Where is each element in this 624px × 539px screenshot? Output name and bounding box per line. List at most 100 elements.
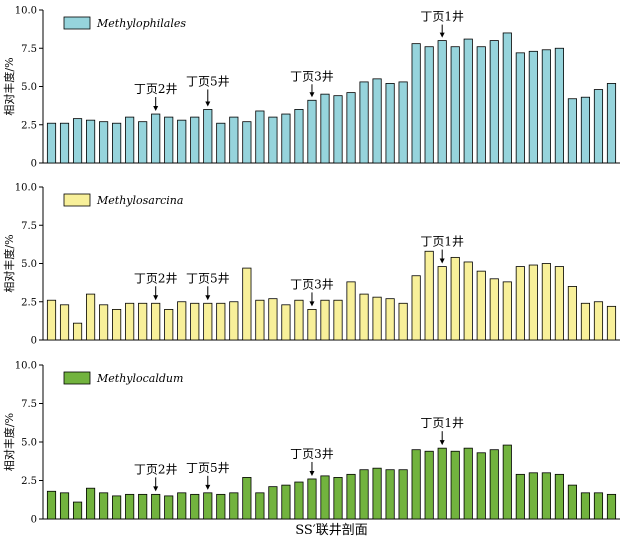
bar	[359, 293, 369, 341]
annotation-arrowhead	[153, 106, 159, 112]
bar	[606, 493, 617, 520]
bar	[112, 495, 122, 520]
bar	[489, 449, 499, 520]
bar	[151, 302, 161, 341]
bar	[281, 113, 291, 164]
bar	[476, 46, 486, 164]
y-axis-label: 相对丰度/%	[2, 57, 16, 115]
bar	[59, 122, 70, 164]
bar	[242, 121, 252, 164]
annotation-arrowhead	[439, 258, 445, 264]
y-tick-label: 2.5	[21, 297, 37, 308]
bar	[424, 250, 434, 341]
bar	[502, 32, 512, 164]
bar	[151, 493, 161, 520]
bar	[489, 278, 499, 341]
bar	[177, 492, 187, 520]
bar	[255, 110, 265, 164]
bar	[437, 447, 447, 520]
bar	[528, 472, 538, 520]
bar	[203, 492, 213, 520]
y-tick-label: 0	[31, 159, 37, 170]
bar	[567, 286, 577, 341]
annotation-label: 丁页1井	[420, 10, 464, 24]
y-tick-label: 2.5	[21, 120, 37, 131]
annotation-label: 丁页5井	[186, 271, 230, 285]
bar	[151, 113, 161, 164]
bar	[229, 301, 239, 341]
y-tick-label: 0	[31, 336, 37, 347]
bar	[580, 302, 591, 341]
y-tick-label: 7.5	[21, 399, 37, 410]
bar	[333, 299, 343, 341]
bar	[190, 302, 200, 341]
bar	[125, 116, 135, 164]
bar	[411, 43, 421, 164]
annotation-arrowhead	[309, 301, 315, 307]
bar	[593, 492, 604, 520]
bar	[268, 298, 278, 341]
annotation-label: 丁页5井	[186, 461, 230, 475]
bar	[294, 299, 304, 341]
bar	[99, 492, 109, 520]
bar	[398, 81, 408, 164]
bar	[359, 81, 369, 164]
bar	[255, 492, 265, 520]
bar	[476, 452, 486, 520]
bar	[437, 40, 447, 164]
bar	[72, 501, 83, 520]
bar	[463, 447, 473, 520]
legend-label: Methylophilales	[96, 17, 186, 30]
bar	[281, 484, 291, 520]
annotation-label: 丁页2井	[134, 82, 178, 96]
bar	[593, 89, 604, 164]
bar	[229, 492, 239, 520]
bar	[554, 266, 564, 341]
bar	[580, 492, 591, 520]
annotation-arrowhead	[309, 470, 315, 476]
annotation-arrowhead	[439, 440, 445, 446]
bar	[164, 116, 174, 164]
bar	[463, 38, 473, 164]
annotation-label: 丁页2井	[134, 271, 178, 285]
chart-panel-3: 0 2.5 5.0 7.5 10.0 相对丰度/% Methylocaldum 丁页2井 丁页5…	[2, 361, 620, 526]
bar	[229, 116, 239, 164]
bar	[411, 449, 421, 520]
bar	[99, 121, 109, 164]
bar	[307, 308, 317, 341]
bar	[242, 267, 252, 341]
bar	[437, 266, 447, 341]
bar	[333, 477, 343, 520]
bar	[515, 473, 525, 520]
bar	[190, 493, 200, 520]
bar	[99, 304, 109, 341]
bar	[46, 122, 57, 164]
bar	[398, 302, 408, 341]
bar	[125, 493, 135, 520]
bar	[203, 302, 213, 341]
bar	[424, 46, 434, 164]
y-tick-label: 7.5	[21, 221, 37, 232]
bar	[606, 305, 617, 341]
annotation-arrowhead	[309, 92, 315, 98]
annotation-arrowhead	[153, 295, 159, 301]
legend-swatch	[63, 16, 91, 30]
bar	[177, 119, 187, 164]
annotation-label: 丁页3井	[290, 277, 334, 291]
bar	[502, 444, 512, 520]
bar	[164, 495, 174, 520]
bar	[307, 478, 317, 520]
bar	[528, 264, 538, 341]
bar	[606, 83, 617, 164]
y-tick-label: 10.0	[15, 183, 37, 194]
bar	[385, 298, 395, 341]
bar	[46, 299, 57, 341]
chart-panel-1: 02.55.07.510.0相对丰度/%Methylophilales丁页2井丁…	[2, 6, 620, 170]
annotation-arrowhead	[153, 486, 159, 492]
bar	[515, 266, 525, 341]
annotation-arrowhead	[205, 101, 211, 107]
bar	[216, 302, 226, 341]
bar	[216, 493, 226, 520]
